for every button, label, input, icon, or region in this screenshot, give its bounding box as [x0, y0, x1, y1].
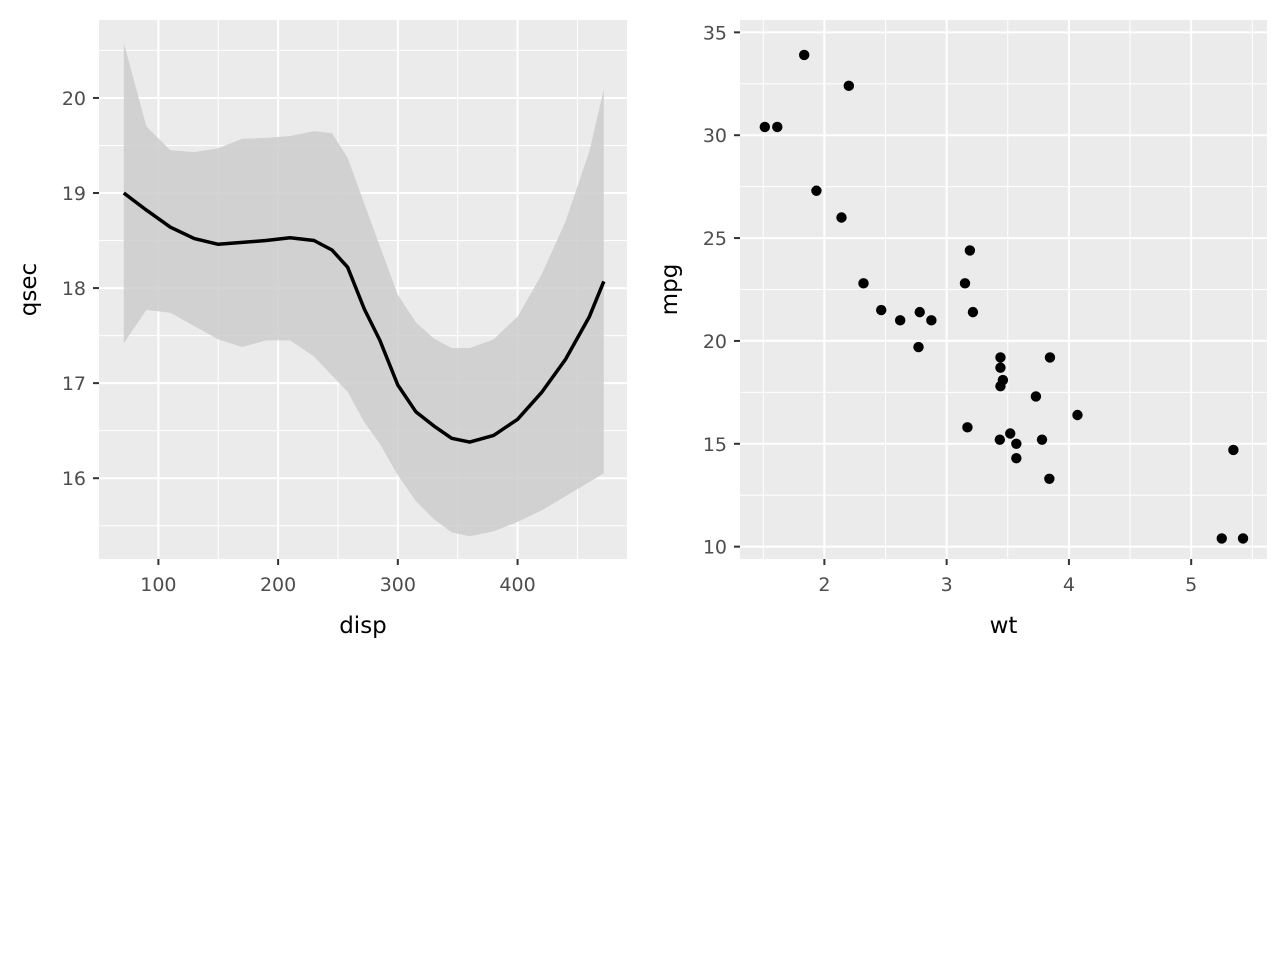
data-point [995, 362, 1006, 373]
data-point [959, 278, 971, 289]
y-tick-label: 16 [62, 468, 86, 490]
x-axis-title: wt [990, 613, 1018, 639]
data-point [964, 245, 976, 256]
data-point [1044, 352, 1056, 363]
y-tick-label: 10 [703, 537, 727, 559]
y-axis-title: mpg [657, 264, 683, 316]
x-tick-label: 200 [260, 574, 296, 596]
y-axis-title: qsec [16, 263, 42, 316]
x-tick-label: 2 [818, 574, 830, 596]
scatter-chart-panel: 2 3 4 5 10 15 20 25 30 35 wt mpg [657, 20, 1267, 639]
x-axis-title: disp [339, 613, 387, 639]
data-point [967, 306, 979, 318]
data-point [1044, 473, 1055, 484]
data-point [994, 434, 1006, 445]
x-tick-label: 5 [1185, 574, 1197, 596]
x-tick-label: 100 [140, 574, 176, 596]
data-point [1005, 428, 1016, 439]
data-point [1216, 533, 1227, 544]
data-point [894, 315, 906, 326]
data-point [811, 185, 822, 196]
x-tick-label: 3 [941, 574, 953, 596]
data-point [843, 80, 855, 92]
data-point [962, 422, 973, 433]
data-point [1011, 438, 1022, 449]
data-point [836, 212, 847, 223]
data-point [1072, 409, 1083, 421]
y-tick-label: 30 [703, 125, 727, 147]
confidence-band [123, 42, 604, 537]
x-tick-label: 4 [1063, 574, 1075, 596]
y-tick-label: 20 [703, 331, 727, 353]
data-point [995, 352, 1006, 363]
data-point [759, 121, 771, 133]
data-point [1228, 444, 1239, 456]
y-tick-label: 35 [703, 22, 727, 44]
data-point [858, 278, 869, 289]
y-tick-label: 19 [62, 183, 86, 205]
y-tick-label: 25 [703, 228, 727, 250]
data-point [798, 49, 810, 61]
y-tick-label: 17 [62, 373, 86, 395]
data-point [926, 315, 937, 326]
y-tick-label: 18 [62, 278, 86, 300]
smooth-chart-panel: 100 200 300 400 16 17 18 19 20 disp qsec [16, 20, 627, 639]
data-point [1237, 533, 1249, 544]
data-point [1036, 434, 1048, 445]
data-point [772, 121, 783, 133]
x-tick-label: 400 [499, 574, 535, 596]
data-point [1011, 452, 1022, 464]
y-tick-label: 15 [703, 434, 727, 456]
data-point [876, 304, 887, 316]
x-tick-label: 300 [380, 574, 416, 596]
data-point [995, 380, 1006, 392]
data-point [914, 306, 925, 318]
y-tick-label: 20 [62, 88, 86, 110]
data-point [1030, 391, 1042, 402]
data-point [913, 341, 924, 353]
smooth-line [122, 191, 606, 444]
